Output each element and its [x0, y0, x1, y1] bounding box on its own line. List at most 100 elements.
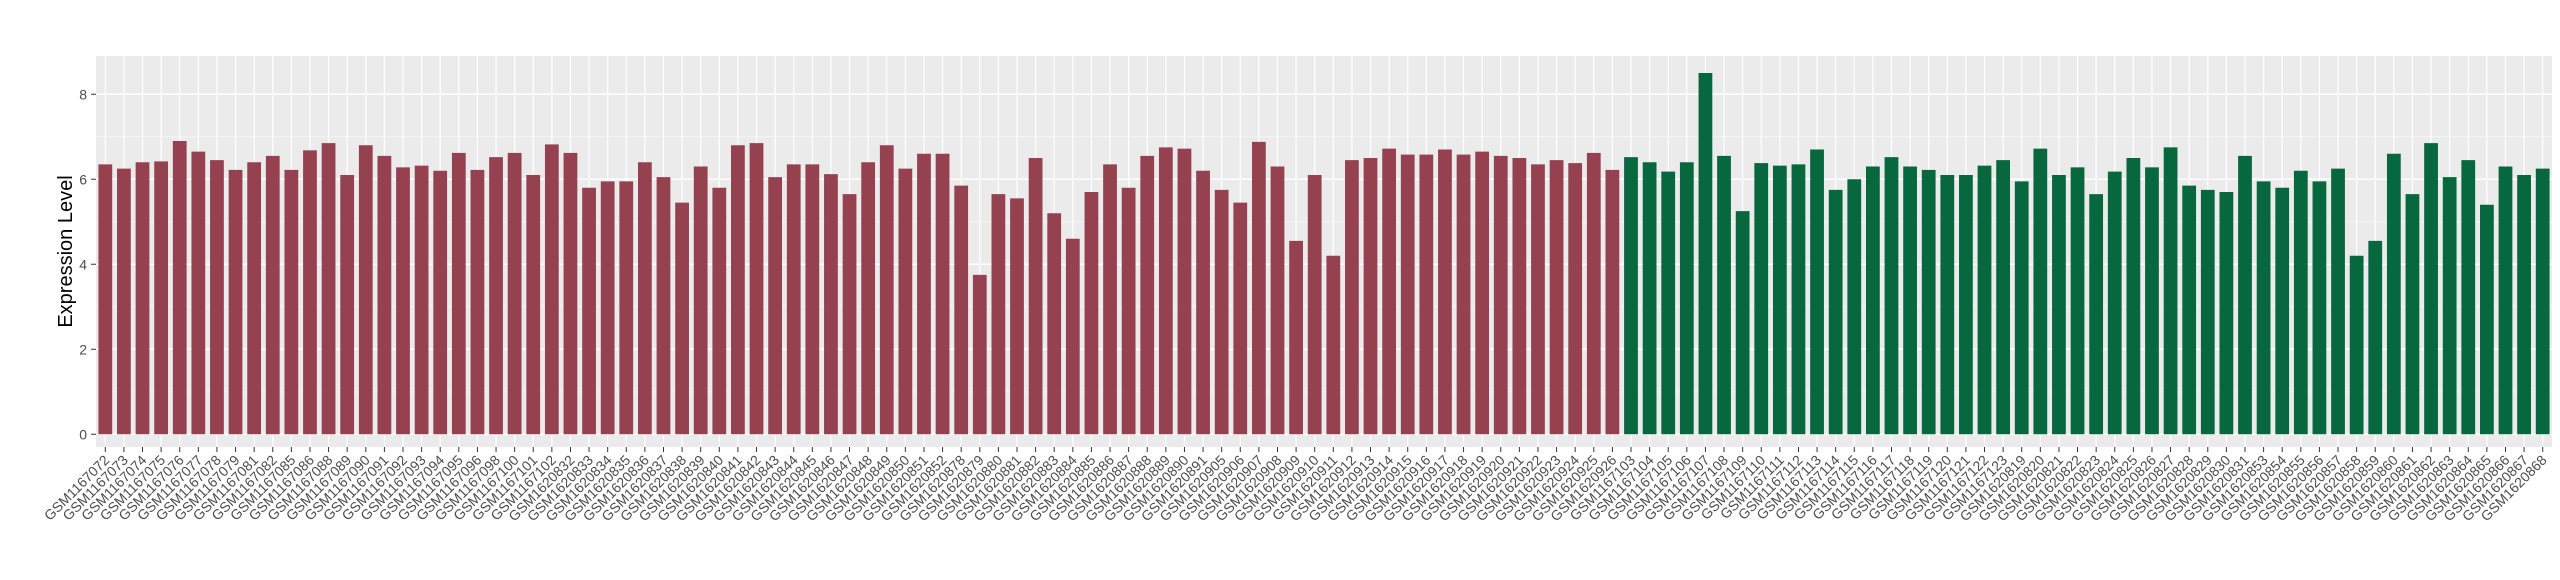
bar-GSM1620916	[1419, 154, 1434, 435]
bar-GSM1620826	[2145, 167, 2159, 435]
bar-GSM1167086	[303, 150, 317, 435]
bar-GSM1620863	[2442, 177, 2457, 435]
bar-GSM1167120	[1940, 175, 1955, 435]
bar-GSM1620848	[861, 162, 876, 435]
bar-GSM1620832	[563, 152, 578, 435]
bar-GSM1620886	[1103, 164, 1117, 435]
bar-GSM1620924	[1568, 163, 1583, 435]
bar-GSM1167092	[396, 167, 410, 435]
bar-GSM1620923	[1549, 160, 1564, 435]
bar-GSM1167115	[1847, 179, 1862, 435]
bar-GSM1620915	[1400, 154, 1415, 435]
bar-GSM1620828	[2182, 185, 2197, 435]
bar-GSM1620834	[600, 181, 615, 435]
bar-GSM1167096	[470, 169, 485, 435]
y-tick-label: 8	[79, 86, 87, 102]
bar-GSM1620866	[2498, 166, 2513, 435]
bar-GSM1620835	[619, 181, 634, 435]
bar-GSM1620840	[712, 187, 727, 435]
bar-GSM1167075	[154, 161, 169, 435]
bar-GSM1620921	[1512, 158, 1527, 435]
bar-GSM1620852	[935, 153, 950, 435]
bar-GSM1620880	[991, 194, 1006, 435]
bar-GSM1620912	[1345, 160, 1359, 435]
bar-GSM1167081	[247, 162, 262, 435]
bar-GSM1167106	[1679, 162, 1694, 435]
bar-GSM1620907	[1251, 141, 1266, 435]
y-tick-label: 2	[79, 341, 87, 357]
bar-GSM1620843	[768, 177, 783, 435]
bar-GSM1620844	[786, 164, 801, 435]
bar-GSM1167119	[1921, 169, 1936, 435]
bar-GSM1620885	[1084, 192, 1099, 435]
bar-GSM1620865	[2479, 204, 2494, 435]
bar-GSM1167104	[1642, 162, 1657, 435]
bar-GSM1620860	[2386, 153, 2401, 435]
bar-GSM1167094	[433, 170, 448, 435]
bar-GSM1167078	[210, 160, 224, 435]
bar-GSM1167090	[358, 145, 373, 435]
bar-GSM1620920	[1493, 155, 1508, 435]
bar-GSM1620856	[2312, 181, 2327, 435]
bar-GSM1620849	[879, 145, 894, 435]
bar-GSM1620890	[1177, 148, 1192, 435]
plot-panel	[96, 56, 2552, 447]
bar-GSM1167111	[1772, 165, 1787, 435]
bar-GSM1620878	[954, 185, 969, 435]
bar-GSM1620857	[2331, 168, 2345, 435]
x-axis: GSM1167072GSM1167073GSM1167074GSM1167075…	[41, 447, 2550, 524]
y-axis: 0 2 4 6 8	[79, 86, 96, 442]
bar-GSM1620868	[2535, 168, 2550, 435]
bar-GSM1620827	[2163, 147, 2178, 435]
bar-GSM1620884	[1065, 238, 1080, 435]
bar-GSM1620918	[1456, 154, 1471, 435]
bar-GSM1620917	[1438, 149, 1452, 435]
bar-GSM1620838	[675, 202, 689, 435]
bar-GSM1620914	[1382, 148, 1397, 435]
bar-GSM1167082	[265, 155, 280, 435]
bar-GSM1620831	[2238, 155, 2252, 435]
bar-GSM1167122	[1977, 165, 1992, 435]
bar-GSM1620847	[842, 194, 857, 435]
bar-GSM1620846	[824, 174, 838, 435]
bar-GSM1620910	[1307, 175, 1322, 435]
y-axis-title: Expression Level	[55, 175, 77, 327]
bar-GSM1620837	[656, 177, 671, 435]
bar-GSM1620824	[2107, 171, 2122, 435]
bar-GSM1167077	[191, 151, 206, 435]
bar-GSM1620850	[898, 168, 913, 435]
bar-GSM1620858	[2349, 255, 2364, 435]
bar-GSM1167102	[544, 144, 559, 435]
y-tick-label: 0	[79, 426, 87, 442]
bar-GSM1167117	[1884, 157, 1899, 435]
bar-GSM1620909	[1289, 240, 1303, 435]
bar-GSM1167105	[1661, 171, 1676, 435]
bar-GSM1167079	[228, 169, 243, 435]
bar-GSM1620839	[693, 166, 708, 435]
bar-GSM1167100	[507, 152, 522, 435]
bar-GSM1167089	[340, 175, 355, 435]
bar-GSM1620864	[2461, 160, 2476, 435]
y-tick-label: 4	[79, 256, 87, 272]
bar-GSM1167085	[284, 169, 299, 435]
bar-GSM1167112	[1791, 164, 1806, 435]
bar-GSM1620925	[1586, 152, 1601, 435]
bar-GSM1167113	[1810, 149, 1824, 435]
bar-GSM1620887	[1121, 187, 1136, 435]
bar-GSM1620883	[1047, 213, 1062, 435]
bar-GSM1167101	[526, 175, 541, 435]
bar-GSM1620888	[1140, 155, 1155, 435]
bar-GSM1167072	[98, 164, 113, 435]
bar-GSM1620830	[2219, 192, 2234, 435]
bar-GSM1620841	[731, 145, 745, 435]
bar-GSM1167073	[117, 168, 131, 435]
bar-GSM1620821	[2052, 175, 2066, 435]
bar-GSM1167118	[1903, 166, 1917, 435]
bar-GSM1167108	[1717, 155, 1731, 435]
bar-GSM1620862	[2424, 143, 2438, 435]
bar-GSM1620836	[637, 162, 652, 435]
bar-GSM1167107	[1698, 73, 1713, 435]
bar-GSM1620905	[1214, 189, 1229, 435]
bar-GSM1620842	[749, 143, 764, 435]
